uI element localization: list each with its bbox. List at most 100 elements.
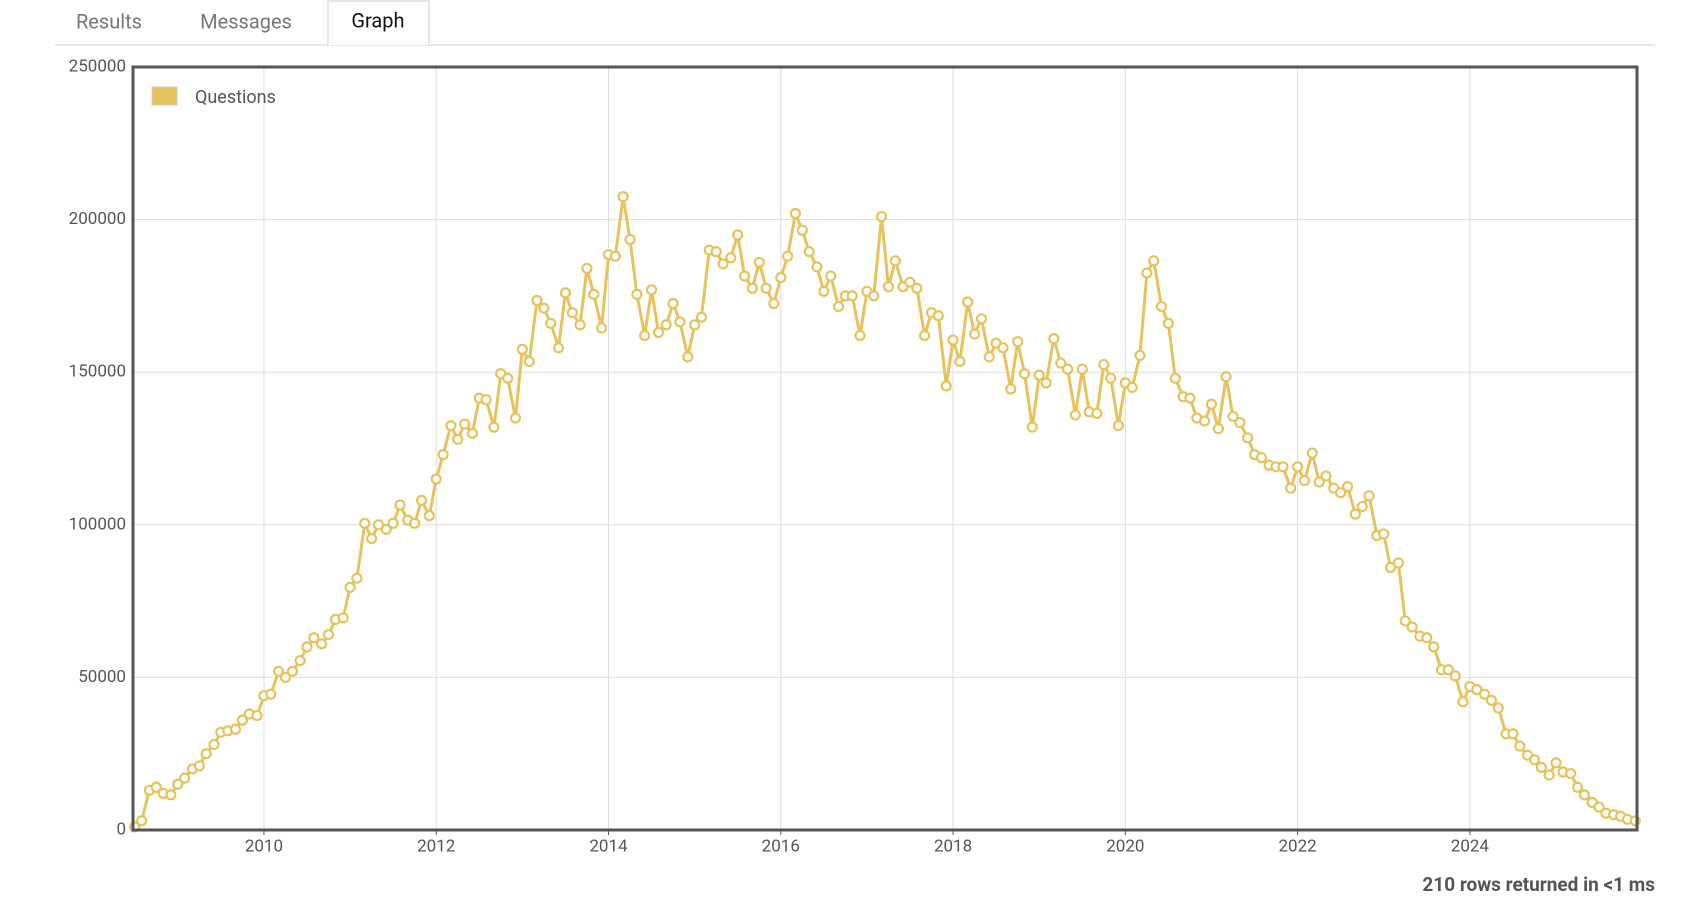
data-point (1105, 372, 1117, 384)
data-point (1112, 420, 1125, 432)
data-point (1069, 409, 1081, 421)
data-point (1507, 728, 1519, 740)
data-point (846, 290, 858, 302)
data-point (1335, 487, 1347, 499)
tab[interactable]: Results (76, 9, 142, 33)
data-point (1227, 410, 1239, 423)
x-tick-label: 2020 (1106, 836, 1144, 856)
data-point (818, 285, 830, 297)
data-point (1033, 369, 1045, 381)
data-point (1212, 423, 1224, 435)
data-point (193, 760, 205, 772)
data-point (1543, 769, 1555, 781)
data-point (1565, 767, 1577, 780)
data-point (172, 778, 184, 790)
y-tick-label: 100000 (69, 514, 126, 534)
data-point (566, 307, 578, 319)
data-point (437, 449, 449, 461)
x-tick-label: 2010 (245, 836, 283, 856)
data-point (415, 494, 428, 506)
data-point (1399, 615, 1411, 627)
data-point (1471, 684, 1483, 696)
data-point (962, 296, 974, 308)
data-point (1478, 688, 1491, 700)
data-point (1578, 789, 1591, 801)
data-point (832, 300, 845, 313)
x-tick-label: 2016 (762, 836, 800, 856)
data-point (775, 271, 787, 284)
data-point (452, 433, 464, 445)
data-point (286, 665, 298, 677)
data-point (1320, 470, 1332, 482)
active-tab-frame (327, 0, 430, 45)
data-point (165, 789, 177, 801)
data-point (983, 351, 995, 363)
x-tick-label: 2018 (934, 836, 972, 856)
data-point (531, 294, 543, 307)
data-point (710, 246, 722, 258)
data-point (1356, 500, 1368, 513)
data-point (150, 781, 162, 793)
data-point (200, 748, 212, 760)
data-point (1162, 317, 1174, 329)
data-point (1449, 670, 1461, 682)
data-point (854, 329, 866, 342)
data-point (1134, 349, 1146, 362)
data-point (753, 256, 765, 268)
data-point (1298, 474, 1311, 487)
data-point (423, 510, 435, 522)
data-point (717, 258, 729, 270)
data-point (1126, 381, 1138, 394)
tab[interactable]: Messages (200, 9, 292, 33)
data-point (789, 207, 802, 220)
data-point (251, 709, 263, 722)
x-tick-label: 2022 (1279, 836, 1317, 856)
data-point (609, 250, 621, 262)
data-point (738, 270, 751, 282)
data-point (652, 326, 665, 339)
data-point (1141, 267, 1153, 279)
data-point (1428, 641, 1440, 653)
data-point (1005, 383, 1017, 395)
data-point (596, 322, 608, 334)
data-point (1306, 447, 1318, 459)
data-point (301, 641, 313, 653)
data-point (882, 281, 895, 293)
x-tick-label: 2012 (417, 836, 455, 856)
data-point (746, 282, 758, 294)
data-point (919, 329, 931, 342)
data-point (337, 612, 349, 624)
data-point (344, 581, 356, 593)
data-point (552, 342, 565, 354)
data-point (516, 343, 528, 355)
data-point (445, 420, 457, 432)
data-point (466, 427, 478, 439)
data-point (1242, 432, 1254, 444)
data-point (316, 638, 328, 650)
x-tick-label: 2014 (589, 836, 628, 856)
data-point (1255, 452, 1268, 464)
data-point (682, 351, 694, 363)
data-point (1018, 368, 1031, 380)
plot-area (133, 67, 1637, 830)
data-point (811, 261, 823, 273)
data-point (1492, 702, 1504, 714)
y-tick-label: 0 (116, 819, 126, 839)
legend-swatch (151, 86, 178, 106)
data-point (279, 671, 292, 684)
data-point (359, 517, 371, 529)
data-point (1012, 336, 1024, 348)
data-point (1593, 801, 1605, 813)
tab-active[interactable]: Graph (351, 8, 404, 32)
data-point (1571, 781, 1584, 793)
data-point (768, 297, 780, 310)
data-point (796, 224, 808, 236)
data-point (1341, 481, 1354, 493)
data-point (1055, 357, 1067, 369)
data-point (617, 191, 629, 203)
legend-label: Questions (195, 87, 276, 108)
plot-frame (131, 65, 1639, 832)
data-point (459, 418, 471, 430)
